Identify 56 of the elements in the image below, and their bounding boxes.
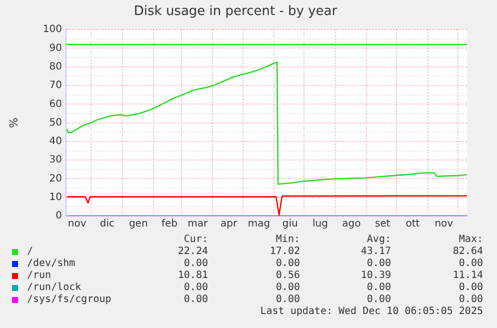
text: Avg: bbox=[366, 234, 391, 246]
y-tick-label: 10 bbox=[49, 192, 62, 203]
x-tick-label: mar bbox=[188, 218, 209, 230]
x-tick-label: gen bbox=[128, 218, 148, 230]
x-tick-label: ott bbox=[406, 218, 420, 230]
legend-label: /dev/shm bbox=[27, 258, 76, 270]
y-tick-label: 20 bbox=[49, 173, 62, 184]
text: 0.00 bbox=[276, 294, 300, 306]
text: 0.00 bbox=[458, 282, 483, 294]
y-tick-label: 40 bbox=[49, 136, 62, 148]
text: 10.39 bbox=[360, 270, 391, 282]
text: 0.00 bbox=[366, 294, 391, 306]
text: 0.00 bbox=[276, 258, 300, 270]
y-tick-label: 50 bbox=[49, 117, 62, 128]
y-tick-label: 0 bbox=[56, 210, 62, 222]
text: 0.00 bbox=[458, 294, 483, 306]
x-tick-label: nov bbox=[434, 218, 454, 230]
chart-title: Disk usage in percent - by year bbox=[134, 4, 338, 20]
text: Max: bbox=[458, 234, 483, 246]
x-tick-label: feb bbox=[162, 218, 178, 230]
text: 17.02 bbox=[270, 246, 300, 258]
text: Cur: bbox=[184, 234, 208, 246]
text: 82.64 bbox=[452, 246, 483, 258]
y-tick-label: 80 bbox=[49, 61, 62, 72]
x-tick-label: giu bbox=[282, 218, 298, 230]
x-tick-label: lug bbox=[312, 218, 328, 230]
y-tick-label: 90 bbox=[49, 42, 62, 54]
text: 0.00 bbox=[276, 282, 300, 294]
y-tick-label: 60 bbox=[49, 98, 62, 110]
text: 43.17 bbox=[360, 246, 391, 258]
x-tick-label: mag bbox=[248, 218, 270, 230]
text: 0.00 bbox=[184, 282, 208, 294]
y-tick-label: 30 bbox=[49, 154, 62, 166]
x-tick-label: nov bbox=[68, 218, 86, 230]
text: 0.00 bbox=[184, 258, 208, 270]
x-tick-label: apr bbox=[220, 218, 238, 230]
legend-label: /run bbox=[27, 270, 52, 282]
y-tick-label: 100 bbox=[42, 24, 62, 36]
x-tick-label: dic bbox=[100, 218, 115, 230]
y-tick-label: 70 bbox=[49, 80, 62, 92]
text: 22.24 bbox=[178, 246, 208, 258]
legend-label: / bbox=[27, 246, 34, 258]
text: 0.00 bbox=[366, 282, 391, 294]
text: 0.00 bbox=[366, 258, 391, 270]
text: 11.14 bbox=[452, 270, 483, 282]
text: 0.00 bbox=[458, 258, 483, 270]
text: 10.81 bbox=[178, 270, 208, 282]
legend-label: /run/lock bbox=[27, 282, 82, 294]
text: Min: bbox=[276, 234, 300, 246]
y-axis-title: % bbox=[7, 118, 20, 128]
text: 0.00 bbox=[184, 294, 208, 306]
legend-label: /sys/fs/cgroup bbox=[27, 294, 112, 306]
x-tick-label: set bbox=[374, 218, 390, 230]
text: Last update: Wed Dec 10 06:05:05 2025 bbox=[260, 306, 483, 318]
x-tick-label: ago bbox=[342, 218, 361, 230]
text: 0.56 bbox=[276, 270, 300, 282]
